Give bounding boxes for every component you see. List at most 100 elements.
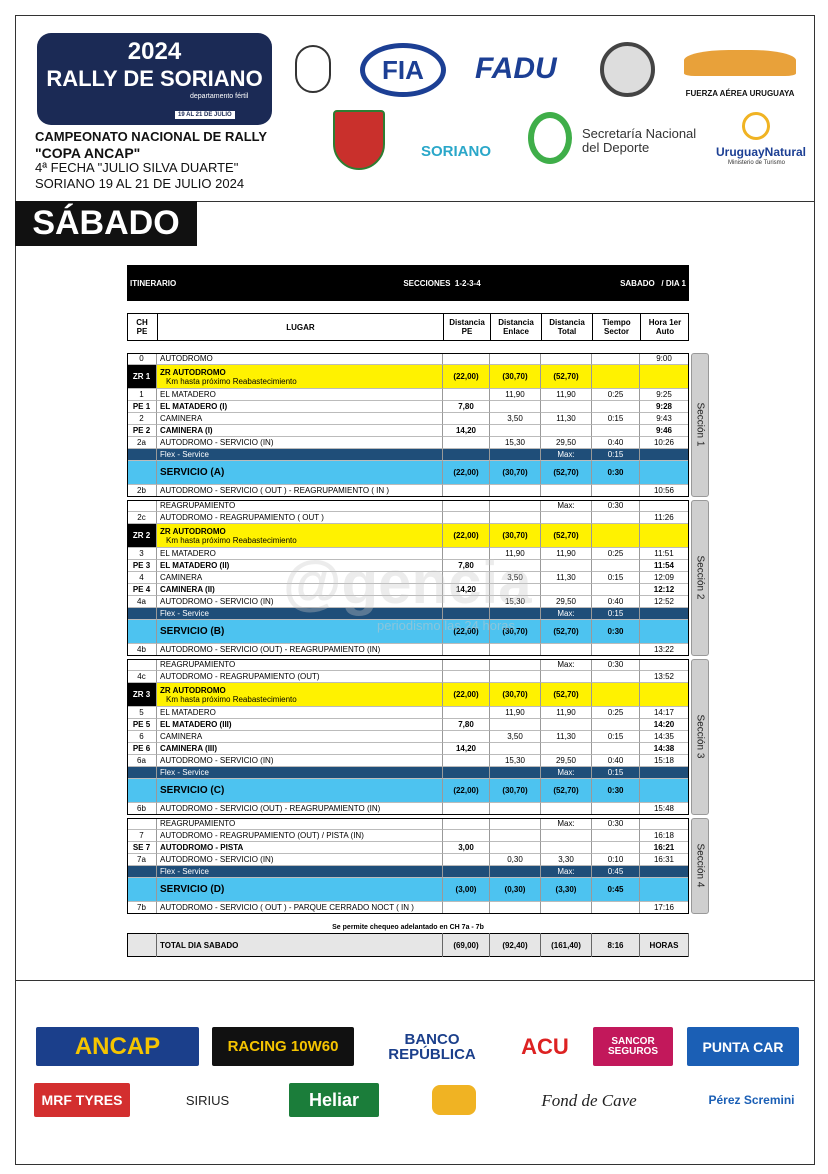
total-cell: Max: [541,866,592,878]
section-tab [691,353,709,497]
lugar-total: TOTAL DIA SABADO [157,933,443,957]
tiempo-cell [592,365,640,389]
column-header-cell: Distancia Enlace [490,313,541,341]
tiempo-cell: 0:40 [592,437,640,449]
row-bg [127,671,689,683]
pe-cell: 3,00 [443,842,490,854]
pe-cell: 7,80 [443,401,490,413]
tiempo-cell: 0:25 [592,707,640,719]
lugar-cell: EL MATADERO (III) [157,719,443,731]
enlace-cell: 0,30 [490,854,541,866]
total-cell: 11,30 [541,572,592,584]
row-bg [127,524,689,548]
section-label: Sección 3 [694,714,706,759]
row-bg [127,437,689,449]
tiempo-cell: 0:40 [592,755,640,767]
enlace-cell [490,842,541,854]
enlace-cell [490,671,541,683]
row-bg [127,719,689,731]
total-cell: (52,70) [541,620,592,644]
enlace-cell: 11,90 [490,548,541,560]
tiempo-cell [592,512,640,524]
itinerary-bar [127,265,689,301]
lugar-cell: AUTODROMO - REAGRUPAMIENTO (OUT) [157,671,443,683]
ch-cell: ZR 3 [127,683,157,707]
tiempo-cell [592,683,640,707]
pe-cell: (3,00) [443,878,490,902]
lugar-cell: AUTODROMO - SERVICIO (IN) [157,437,443,449]
note: Se permite chequeo adelantado en CH 7a -… [332,924,484,931]
mt-text: Ministerio de Turismo [728,160,786,166]
lugar-cell: REAGRUPAMIENTO [157,500,443,512]
pe-cell [443,608,490,620]
section-tab [691,500,709,656]
column-label: Auto [655,327,675,336]
ch-cell [127,608,157,620]
column-header-cell: Hora 1er Auto [640,313,689,341]
enlace-cell: 3,50 [490,413,541,425]
total-cell [541,842,592,854]
pe-cell [443,437,490,449]
ch-total [127,933,157,957]
itinerary-sections: SECCIONES 1-2-3-4 [403,279,481,288]
ch-cell [127,767,157,779]
pe-cell: (22,00) [443,461,490,485]
tiempo-cell: 0:15 [592,572,640,584]
lugar-cell: SERVICIO (C) [157,779,443,803]
total-cell: Max: [541,767,592,779]
sponsor-logo: BANCO REPÚBLICA [366,1027,498,1066]
lugar-cell: EL MATADERO [157,548,443,560]
lugar-cell: AUTODROMO [157,353,443,365]
enlace-cell: 15,30 [490,755,541,767]
column-label: Distancia [498,318,534,327]
ch-cell: 5 [127,707,157,719]
sponsor-logo: RACING 10W60 [212,1027,354,1066]
un-text: UruguayNatural [716,145,807,159]
lugar-cell: AUTODROMO - REAGRUPAMIENTO ( OUT ) [157,512,443,524]
ch-cell [127,461,157,485]
faa-text: FUERZA AÉREA URUGUAYA [685,89,795,98]
lugar-cell: AUTODROMO - REAGRUPAMIENTO (OUT) / PISTA… [157,830,443,842]
row-bg [127,842,689,854]
row-bg [127,572,689,584]
pe-cell: 14,20 [443,425,490,437]
total-cell: (52,70) [541,461,592,485]
total-cell: 11,90 [541,707,592,719]
column-label: PE [461,327,473,336]
row-bg [127,449,689,461]
total-cell [541,401,592,413]
tiempo-cell [592,830,640,842]
ch-cell: PE 1 [127,401,157,413]
ch-cell: PE 2 [127,425,157,437]
pe-cell [443,671,490,683]
enlace-cell: 3,50 [490,731,541,743]
total-cell: Max: [541,659,592,671]
lugar-cell: ZR AUTODROMO Km hasta próximo Reabastecim… [157,365,443,389]
lugar-cell: Flex - Service [157,767,443,779]
lugar-cell: EL MATADERO [157,389,443,401]
tiempo-cell [592,560,640,572]
event-line: "COPA ANCAP" [35,144,141,161]
pe-cell [443,353,490,365]
total-cell [541,584,592,596]
section-label: Sección 1 [694,402,706,447]
tiempo-cell: 0:30 [592,461,640,485]
ch-cell: 6a [127,755,157,767]
column-label: PE [136,327,148,336]
pe-cell: 7,80 [443,560,490,572]
pe-cell: 7,80 [443,719,490,731]
row-bg [127,659,689,671]
ch-cell: 4a [127,596,157,608]
lugar-cell: SERVICIO (D) [157,878,443,902]
pe-cell: (22,00) [443,779,490,803]
column-header [127,313,689,341]
total-cell: (52,70) [541,779,592,803]
ch-cell: 2 [127,413,157,425]
sponsor-logo: SIRIUS [180,1083,235,1117]
pe-cell [443,755,490,767]
row-bg [127,413,689,425]
row-bg [127,854,689,866]
lugar: ZR AUTODROMO [160,367,226,377]
enlace-cell: (30,70) [490,461,541,485]
